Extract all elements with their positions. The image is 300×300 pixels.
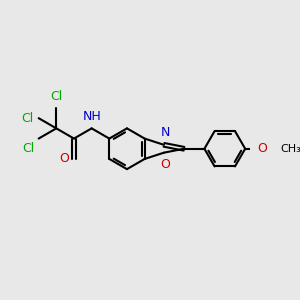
Text: Cl: Cl [21,112,33,125]
Text: Cl: Cl [23,142,35,155]
Text: O: O [60,152,70,166]
Text: O: O [160,158,170,171]
Text: NH: NH [82,110,101,123]
Text: Cl: Cl [50,89,62,103]
Text: O: O [258,142,268,155]
Text: CH₃: CH₃ [281,144,300,154]
Text: N: N [160,126,170,140]
